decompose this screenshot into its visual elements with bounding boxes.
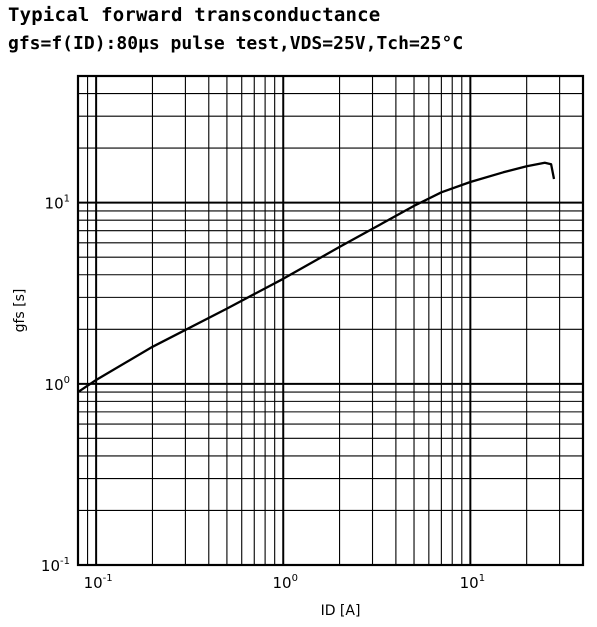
x-tick-label: 10-1 — [84, 573, 113, 592]
x-axis-label: ID [A] — [321, 603, 361, 619]
plot-frame — [76, 74, 585, 567]
series-layer — [77, 161, 556, 394]
chart-title: Typical forward transconductance — [8, 4, 381, 26]
x-tick-label: 101 — [460, 573, 485, 592]
y-tick-label: 101 — [45, 194, 70, 213]
x-tick-labels: 10-1 100 101 — [84, 573, 485, 592]
y-axis-label: gfs [s] — [12, 289, 28, 333]
series-line-0 — [77, 161, 556, 394]
x-tick-label: 100 — [273, 573, 298, 592]
y-tick-label: 100 — [45, 375, 70, 394]
grid-major — [78, 76, 583, 566]
chart-subtitle: gfs=f(ID):80μs pulse test,VDS=25V,Tch=25… — [8, 33, 464, 54]
grid-minor — [77, 75, 584, 565]
y-tick-labels: 10-1 100 101 — [41, 194, 70, 575]
y-tick-label: 10-1 — [41, 556, 70, 575]
